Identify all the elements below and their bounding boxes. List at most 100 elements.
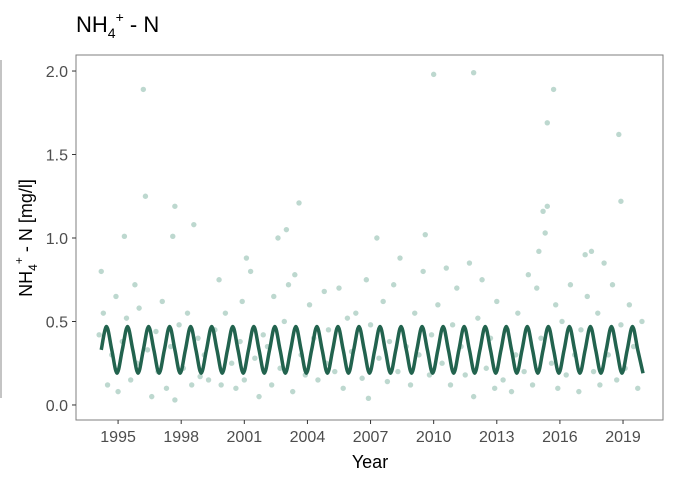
point (540, 208, 546, 214)
point (386, 338, 393, 345)
point (544, 203, 550, 209)
point (332, 368, 338, 375)
fit-line (99, 324, 645, 375)
point (626, 302, 633, 308)
y-tick-label: 1.5 (46, 148, 68, 165)
title-sup: + (116, 9, 124, 25)
point (500, 377, 506, 383)
point (582, 251, 588, 258)
point (170, 233, 176, 240)
panel-border (75, 54, 664, 421)
x-tick-label: 2004 (290, 429, 326, 446)
point (315, 377, 321, 383)
x-tick-label: 1995 (100, 429, 136, 446)
y-tick-label: 0.5 (46, 314, 68, 331)
point (98, 268, 104, 275)
point (525, 272, 532, 278)
point (536, 248, 542, 255)
point (283, 226, 290, 233)
point (256, 393, 262, 400)
point (380, 298, 386, 305)
point (447, 382, 454, 388)
point (271, 293, 277, 300)
point (132, 282, 138, 288)
point (475, 315, 481, 321)
point (153, 328, 159, 335)
point (239, 298, 245, 305)
y-tick-label: 2.0 (46, 64, 68, 81)
point (483, 365, 489, 371)
point (555, 385, 561, 391)
point (189, 382, 195, 388)
point (439, 360, 445, 366)
point (144, 347, 151, 353)
y-title-rest: - N [mg/l] (16, 179, 36, 257)
point (243, 255, 250, 261)
point (340, 385, 346, 391)
point (491, 385, 498, 391)
point (616, 131, 622, 138)
x-tick-label: 2019 (605, 429, 641, 446)
point (521, 368, 527, 375)
x-tick-label: 2010 (416, 429, 452, 446)
point (567, 282, 574, 288)
title-rest: - N (124, 12, 159, 37)
point (268, 382, 275, 388)
y-tick-label: 0.0 (46, 398, 68, 415)
point (260, 332, 266, 338)
point (548, 360, 555, 366)
point (430, 71, 437, 78)
point (176, 322, 182, 328)
x-tick-label: 2016 (542, 429, 578, 446)
point (494, 298, 500, 305)
point (576, 388, 582, 395)
x-tick-label: 1998 (163, 429, 199, 446)
point (479, 277, 485, 283)
point (635, 385, 641, 391)
point (241, 377, 248, 383)
point (384, 378, 391, 385)
point (172, 203, 178, 209)
y-axis-title: NH4+ - N [mg/l] (12, 179, 40, 297)
point (470, 393, 477, 400)
point (376, 355, 382, 361)
point (529, 382, 536, 388)
chart-title: NH4+ - N (76, 9, 159, 41)
point (374, 235, 380, 241)
y-title-sub: 4 (26, 264, 40, 271)
point (367, 322, 374, 328)
point (296, 200, 302, 206)
point (466, 260, 473, 266)
point (128, 377, 134, 383)
y-title-sup: + (12, 257, 26, 264)
point (390, 282, 397, 288)
point (550, 86, 557, 93)
x-tick-label: 2007 (353, 429, 389, 446)
point (412, 310, 418, 316)
point (325, 327, 332, 333)
x-tick-label: 2001 (227, 429, 263, 446)
point (306, 302, 313, 308)
point (281, 318, 287, 325)
point (544, 120, 550, 126)
point (184, 310, 191, 316)
point (121, 233, 128, 240)
point (113, 293, 119, 300)
point (195, 335, 201, 341)
point (630, 343, 637, 350)
point (290, 388, 296, 395)
point (618, 198, 624, 204)
point (252, 355, 258, 361)
point (601, 260, 607, 266)
point (559, 318, 565, 325)
point (336, 285, 342, 291)
point (639, 318, 645, 325)
point (285, 282, 292, 288)
point (140, 86, 147, 93)
point (216, 277, 222, 283)
point (428, 332, 435, 338)
point (462, 372, 468, 378)
point (515, 310, 521, 316)
x-tick-label: 2013 (479, 429, 515, 446)
